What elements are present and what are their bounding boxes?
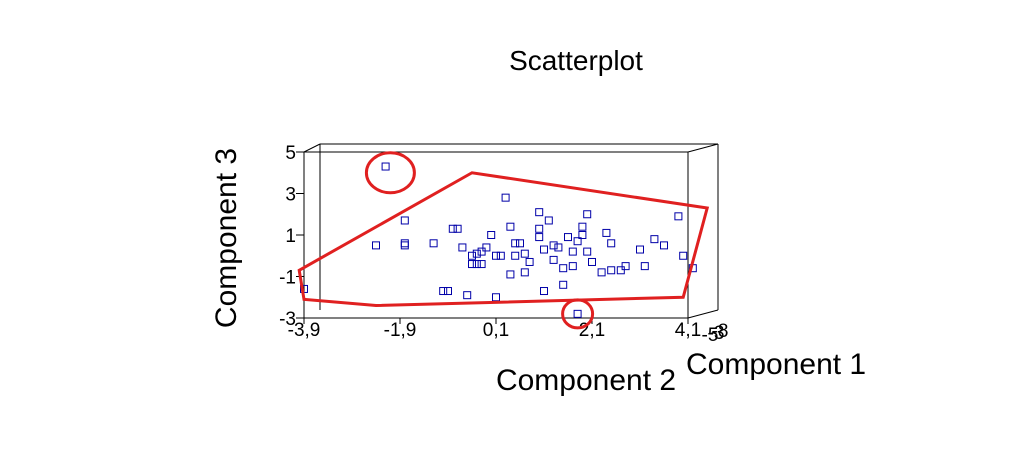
x-tick-label: -3,9 [288, 320, 321, 341]
z-axis-label: Component 1 [686, 348, 866, 381]
x-axis-label: Component 2 [496, 364, 676, 397]
data-point [535, 208, 544, 217]
data-point [616, 266, 625, 275]
annotations [297, 151, 710, 330]
data-point [602, 228, 611, 237]
data-point [482, 243, 491, 252]
data-point [468, 251, 476, 260]
data-point [540, 287, 548, 296]
data-points [300, 162, 697, 318]
data-point [568, 262, 577, 271]
data-point [492, 293, 500, 302]
data-point [583, 247, 592, 256]
axis-box-edge [687, 143, 719, 153]
z-axis-ticks: -3-5-8 [702, 321, 729, 346]
data-point [660, 241, 668, 250]
x-tick-label: -1,9 [384, 320, 417, 341]
chart-title: Scatterplot [509, 45, 643, 76]
data-point [568, 247, 577, 256]
x-tick-label: 4,1 [675, 320, 701, 341]
y-tick-label: 5 [285, 143, 296, 164]
data-point [554, 243, 563, 252]
data-point [573, 237, 582, 246]
data-point [448, 224, 457, 233]
data-point [597, 268, 606, 277]
data-point [477, 247, 486, 256]
data-point [501, 193, 510, 202]
data-point [578, 231, 587, 239]
data-point [439, 287, 448, 296]
annotation-polygon [297, 171, 710, 308]
data-point [583, 210, 592, 219]
data-point [578, 222, 587, 231]
data-point [573, 309, 582, 318]
x-axis-ticks: -3,9 -1,9 0,1 2,1 4,1 [288, 318, 701, 341]
data-point [511, 239, 520, 248]
y-tick-label: 1 [285, 226, 296, 247]
data-point [535, 224, 544, 233]
annotation-circle [561, 298, 595, 330]
data-point [674, 212, 683, 221]
y-axis-ticks: 5 3 1 -1 -3 [279, 143, 304, 330]
data-point [506, 270, 515, 279]
data-point [400, 241, 409, 250]
x-tick-label: 0,1 [483, 320, 509, 341]
data-point [492, 251, 500, 260]
data-point [535, 233, 544, 242]
data-point [525, 257, 534, 266]
data-point [463, 291, 472, 300]
data-point [444, 287, 452, 296]
data-point [564, 233, 572, 242]
data-point [559, 280, 568, 289]
y-axis-label: Component 3 [210, 148, 243, 328]
y-tick-label: -1 [279, 268, 296, 289]
data-point [607, 239, 616, 248]
data-point [559, 264, 568, 273]
y-tick-label: -3 [279, 309, 296, 330]
data-point [506, 222, 515, 231]
data-point [400, 216, 409, 225]
data-point [372, 241, 380, 250]
data-point [472, 260, 481, 269]
data-point [607, 266, 616, 275]
data-point [458, 243, 467, 252]
data-point [511, 251, 520, 260]
annotation-circle [364, 151, 416, 195]
data-point [640, 262, 649, 271]
data-point [453, 224, 462, 233]
data-point [520, 249, 529, 258]
y-tick-label: 3 [285, 185, 296, 206]
axis-box-edge [687, 309, 719, 319]
data-point [650, 235, 659, 244]
data-point [496, 251, 505, 260]
z-tick-label: -8 [712, 321, 729, 342]
x-tick-label: 2,1 [579, 320, 605, 341]
data-point [400, 239, 409, 248]
data-point [472, 249, 481, 258]
data-point [549, 255, 558, 264]
data-point [540, 245, 548, 254]
data-point [487, 231, 496, 239]
data-point [381, 162, 390, 171]
data-point [549, 241, 558, 250]
data-point [679, 251, 688, 260]
data-point [588, 257, 596, 266]
axis-box-edge [303, 143, 321, 153]
z-tick-label: -5 [702, 325, 719, 346]
data-point [477, 260, 486, 269]
z-tick-label: -3 [708, 323, 725, 344]
data-point [636, 245, 644, 254]
data-point [544, 216, 553, 225]
data-point [520, 268, 529, 277]
data-point [516, 239, 524, 248]
data-point [621, 262, 630, 271]
data-point [468, 260, 476, 269]
data-point [429, 239, 438, 248]
axis-box [303, 143, 719, 319]
